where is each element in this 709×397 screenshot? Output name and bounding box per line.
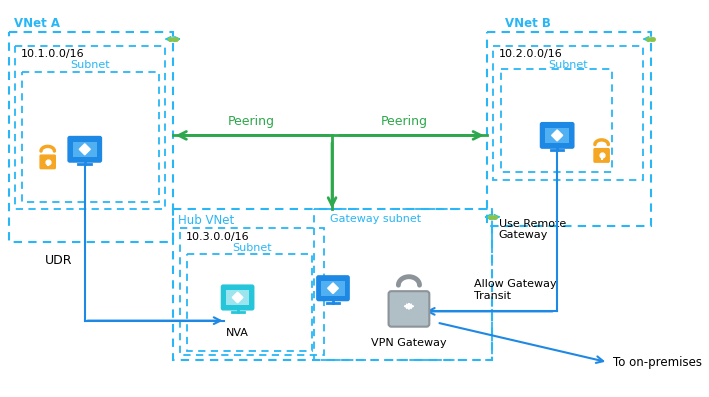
FancyBboxPatch shape: [541, 123, 574, 148]
Text: 10.1.0.0/16: 10.1.0.0/16: [21, 49, 84, 59]
FancyBboxPatch shape: [222, 285, 253, 310]
Text: To on-premises: To on-premises: [613, 356, 702, 369]
FancyBboxPatch shape: [317, 276, 349, 300]
FancyBboxPatch shape: [321, 281, 345, 296]
Bar: [501, 69, 612, 172]
Polygon shape: [233, 292, 243, 303]
Bar: [22, 72, 159, 202]
Text: Hub VNet: Hub VNet: [178, 214, 235, 227]
FancyBboxPatch shape: [389, 291, 430, 327]
Bar: [173, 210, 492, 360]
Bar: [313, 210, 492, 360]
FancyBboxPatch shape: [545, 127, 569, 143]
Polygon shape: [552, 130, 563, 141]
Text: Subnet: Subnet: [70, 60, 110, 70]
Text: VNet B: VNet B: [506, 17, 551, 30]
Text: Subnet: Subnet: [232, 243, 272, 253]
Text: Peering: Peering: [381, 115, 428, 128]
FancyBboxPatch shape: [68, 137, 101, 162]
Text: VPN Gateway: VPN Gateway: [371, 338, 447, 348]
Bar: [493, 46, 643, 180]
Text: UDR: UDR: [45, 254, 72, 267]
Text: Peering: Peering: [228, 115, 275, 128]
Text: VNet A: VNet A: [14, 17, 60, 30]
FancyBboxPatch shape: [40, 155, 55, 169]
Bar: [180, 228, 324, 355]
Text: Subnet: Subnet: [549, 60, 588, 70]
Text: 10.3.0.0/16: 10.3.0.0/16: [186, 232, 250, 242]
Polygon shape: [328, 283, 338, 293]
Polygon shape: [79, 144, 90, 155]
Text: 10.2.0.0/16: 10.2.0.0/16: [499, 49, 562, 59]
Text: NVA: NVA: [226, 328, 249, 338]
Text: Allow Gateway
Transit: Allow Gateway Transit: [474, 279, 557, 301]
Bar: [186, 254, 312, 351]
Bar: [9, 32, 173, 242]
FancyBboxPatch shape: [594, 148, 609, 162]
Bar: [487, 32, 651, 226]
Bar: [16, 46, 165, 210]
Text: Use Remote
Gateway: Use Remote Gateway: [499, 219, 566, 240]
FancyBboxPatch shape: [72, 141, 97, 157]
Text: Gateway subnet: Gateway subnet: [330, 214, 421, 224]
FancyBboxPatch shape: [226, 290, 250, 305]
